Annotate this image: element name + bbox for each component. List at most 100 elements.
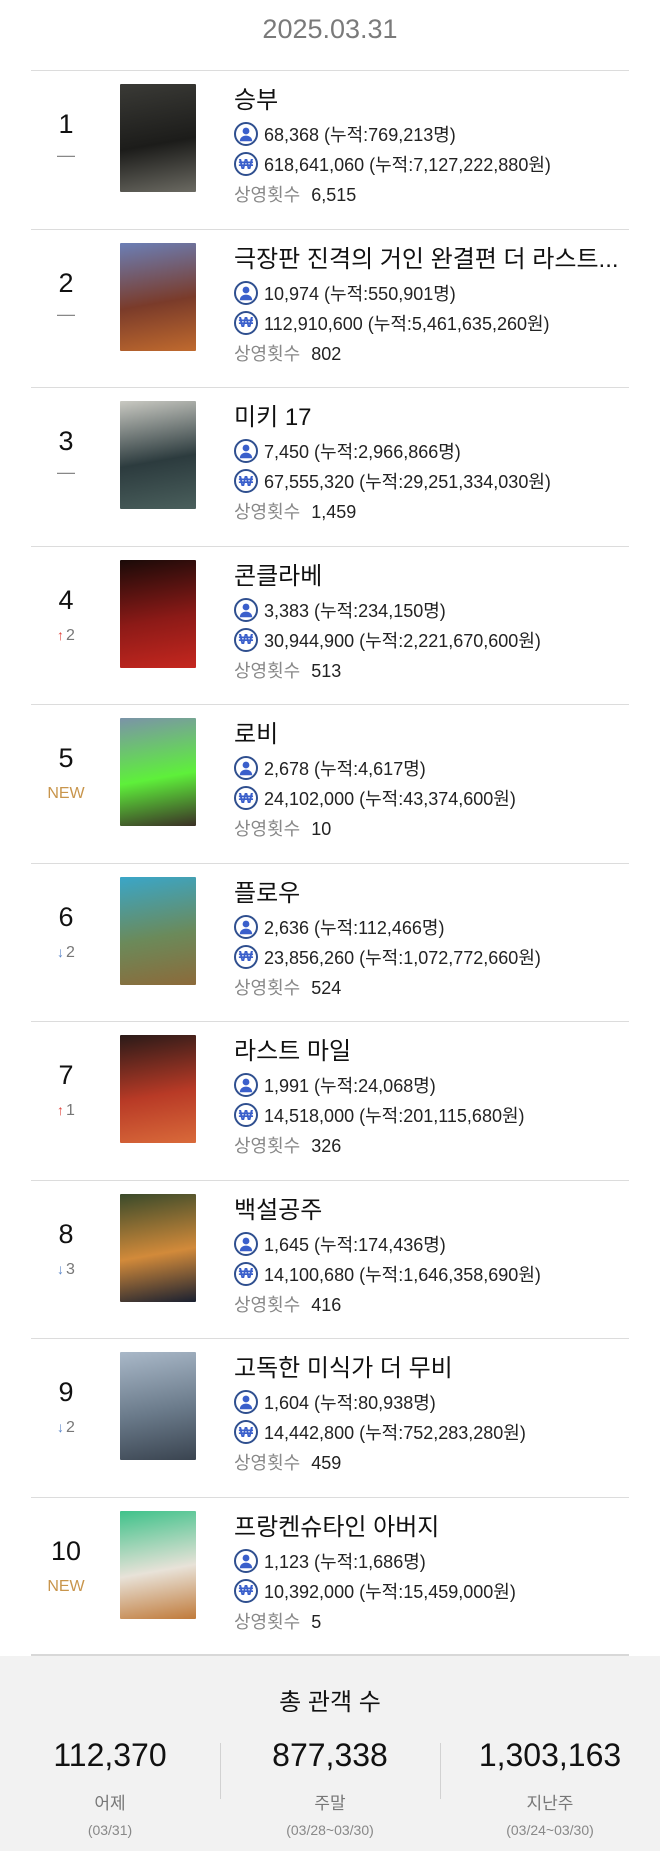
summary-label: 어제 [94,1794,126,1813]
audience-text: 3,383 (누적:234,150명) [264,600,446,621]
audience-line: 1,991 (누적:24,068명) [234,1072,629,1098]
arrow-down-icon: ↓ [57,1260,65,1277]
movie-title[interactable]: 미키 17 [234,404,312,431]
rank-number: 8 [58,1218,74,1249]
movie-title[interactable]: 콘클라베 [234,562,323,590]
rank-column: 10 NEW [31,1498,121,1655]
summary-value: 877,338 [272,1737,388,1773]
summary-label: 주말 [314,1794,346,1813]
movie-info: 플로우 2,636 (누적:112,466명) ₩ 23,856,260 (누적… [234,878,629,1000]
won-currency-icon: ₩ [234,627,258,652]
movie-title[interactable]: 고독한 미식가 더 무비 [234,1355,453,1382]
audience-line: 7,450 (누적:2,966,866명) [234,438,629,464]
movie-row-4[interactable]: 4 ↑ 2 콘클라베 3,383 (누적:234,150명) ₩ 30,944,9… [31,547,629,705]
rank-change-value: 2 [66,1419,75,1436]
rank-change-value: 2 [66,943,75,961]
movie-row-8[interactable]: 8 ↓ 3 백설공주 1,645 (누적:174,436명) ₩ 14,100,6… [31,1181,629,1339]
rank-number: 3 [58,426,74,456]
movie-title[interactable]: 백설공주 [234,1196,323,1224]
movie-row-7[interactable]: 7 ↑ 1 라스트 마일 1,991 (누적:24,068명) ₩ 14,518,… [31,1022,629,1181]
rank-number: 5 [58,743,74,773]
rank-change: ↑ 1 [31,1102,101,1120]
won-currency-icon: ₩ [234,1261,258,1286]
summary-range: (03/24~03/30) [506,1822,594,1838]
screenings-line: 상영횟수 416 [234,1291,629,1317]
movie-poster[interactable] [120,718,196,826]
movie-title[interactable]: 프랑켄슈타인 아버지 [234,1513,440,1541]
movie-poster[interactable] [120,1510,196,1619]
movie-title[interactable]: 라스트 마일 [234,1038,352,1065]
rank-change-value: 2 [66,626,75,644]
movie-poster[interactable] [120,876,196,985]
summary-last-week: 1,303,163 지난주 (03/24~03/30) [440,1737,660,1838]
audience-text: 1,645 (누적:174,436명) [264,1234,446,1255]
rank-number: 7 [58,1060,74,1090]
movie-title[interactable]: 극장판 진격의 거인 완결편 더 라스트... [234,245,619,273]
audience-text: 68,368 (누적:769,213명) [264,125,456,145]
movie-info: 콘클라베 3,383 (누적:234,150명) ₩ 30,944,900 (누… [234,561,629,683]
revenue-text: 24,102,000 (누적:43,374,600원) [264,789,516,809]
rank-number: 6 [58,901,74,932]
won-currency-icon: ₩ [234,1420,258,1444]
revenue-line: ₩ 24,102,000 (누적:43,374,600원) [234,785,629,811]
screenings-value: 5 [311,1611,322,1632]
movie-row-10[interactable]: 10 NEW 프랑켄슈타인 아버지 1,123 (누적:1,686명) ₩ 10… [31,1498,629,1656]
movie-poster[interactable] [120,1035,196,1143]
movie-title[interactable]: 승부 [234,87,279,114]
movie-info: 극장판 진격의 거인 완결편 더 라스트... 10,974 (누적:550,9… [234,244,629,366]
movie-poster[interactable] [120,1352,196,1460]
movie-poster[interactable] [120,559,196,668]
screenings-label: 상영횟수 [234,660,301,681]
movie-poster[interactable] [120,84,196,192]
person-icon [234,1231,258,1256]
audience-line: 3,383 (누적:234,150명) [234,597,629,623]
screenings-value: 1,459 [311,502,357,522]
revenue-text: 67,555,320 (누적:29,251,334,030원) [264,472,551,492]
revenue-text: 30,944,900 (누적:2,221,670,600원) [264,630,541,651]
screenings-value: 6,515 [311,185,357,205]
date-header: 2025.03.31 [262,14,398,44]
movie-row-9[interactable]: 9 ↓ 2 고독한 미식가 더 무비 1,604 (누적:80,938명) ₩ 1… [31,1339,629,1498]
rank-column: 3 — [31,388,121,546]
revenue-line: ₩ 618,641,060 (누적:7,127,222,880원) [234,151,629,177]
movie-title[interactable]: 플로우 [234,879,301,907]
movie-row-5[interactable]: 5 NEW 로비 2,678 (누적:4,617명) ₩ 24,102,000 … [31,705,629,864]
audience-text: 7,450 (누적:2,966,866명) [264,442,461,462]
person-icon [234,1548,258,1573]
screenings-line: 상영횟수 802 [234,340,629,366]
movie-poster[interactable] [120,242,196,351]
revenue-text: 112,910,600 (누적:5,461,635,260원) [264,313,550,334]
person-icon [234,756,258,780]
movie-info: 고독한 미식가 더 무비 1,604 (누적:80,938명) ₩ 14,442… [234,1353,629,1475]
revenue-line: ₩ 14,518,000 (누적:201,115,680원) [234,1102,629,1128]
screenings-line: 상영횟수 524 [234,974,629,1000]
revenue-text: 14,518,000 (누적:201,115,680원) [264,1106,525,1126]
summary-range: (03/28~03/30) [286,1822,374,1838]
rank-unchanged-dash: — [57,145,75,165]
won-currency-icon: ₩ [234,786,258,810]
movie-poster[interactable] [120,401,196,509]
movie-info: 승부 68,368 (누적:769,213명) ₩ 618,641,060 (누… [234,85,629,207]
summary-yesterday: 112,370 어제 (03/31) [0,1737,220,1838]
movie-title[interactable]: 로비 [234,721,279,748]
movie-poster[interactable] [120,1193,196,1302]
summary-columns: 112,370 어제 (03/31) 877,338 주말 (03/28~03/… [0,1737,660,1838]
movie-row-3[interactable]: 3 — 미키 17 7,450 (누적:2,966,866명) ₩ 67,555… [31,388,629,547]
rank-unchanged-dash: — [57,462,75,482]
rank-column: 2 — [31,230,121,388]
rank-number: 9 [58,1377,74,1407]
movie-row-1[interactable]: 1 — 승부 68,368 (누적:769,213명) ₩ 618,641,06… [31,71,629,230]
revenue-line: ₩ 30,944,900 (누적:2,221,670,600원) [234,627,629,653]
movie-row-6[interactable]: 6 ↓ 2 플로우 2,636 (누적:112,466명) ₩ 23,856,26… [31,864,629,1022]
revenue-text: 14,100,680 (누적:1,646,358,690원) [264,1264,541,1285]
movie-row-2[interactable]: 2 — 극장판 진격의 거인 완결편 더 라스트... 10,974 (누적:5… [31,230,629,388]
person-icon [234,122,258,146]
audience-text: 1,123 (누적:1,686명) [264,1551,426,1572]
revenue-text: 618,641,060 (누적:7,127,222,880원) [264,155,551,175]
audience-line: 2,678 (누적:4,617명) [234,755,629,781]
screenings-value: 416 [311,1294,342,1315]
screenings-value: 459 [311,1453,342,1473]
screenings-label: 상영횟수 [234,819,301,839]
movie-info: 라스트 마일 1,991 (누적:24,068명) ₩ 14,518,000 (… [234,1036,629,1158]
movie-ranking-list: 1 — 승부 68,368 (누적:769,213명) ₩ 618,641,06… [31,70,629,1656]
